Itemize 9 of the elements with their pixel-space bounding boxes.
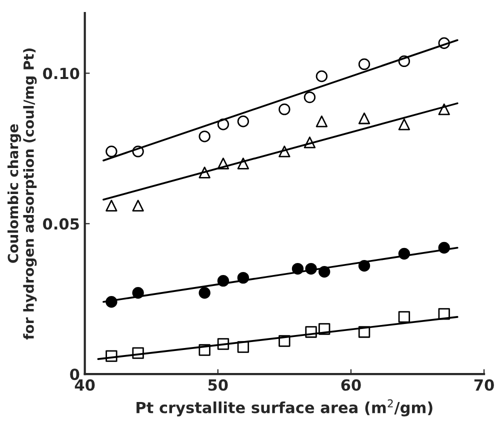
x-tick-label: 50 bbox=[208, 379, 228, 391]
x-tick-label: 60 bbox=[341, 379, 361, 391]
y-axis-title: Coulombic charge for hydrogen adsorption (coul/mg Pt) bbox=[8, 48, 37, 340]
x-tick-label: 40 bbox=[74, 379, 95, 391]
y-tick-label: 0.05 bbox=[43, 218, 79, 230]
y-tick-label: 0.10 bbox=[43, 68, 80, 80]
x-tick-label: 70 bbox=[474, 379, 494, 391]
y-tick-label: 0 bbox=[70, 368, 80, 380]
x-axis-title: Pt crystallite surface area (m$^{2}$/gm) bbox=[136, 399, 432, 416]
